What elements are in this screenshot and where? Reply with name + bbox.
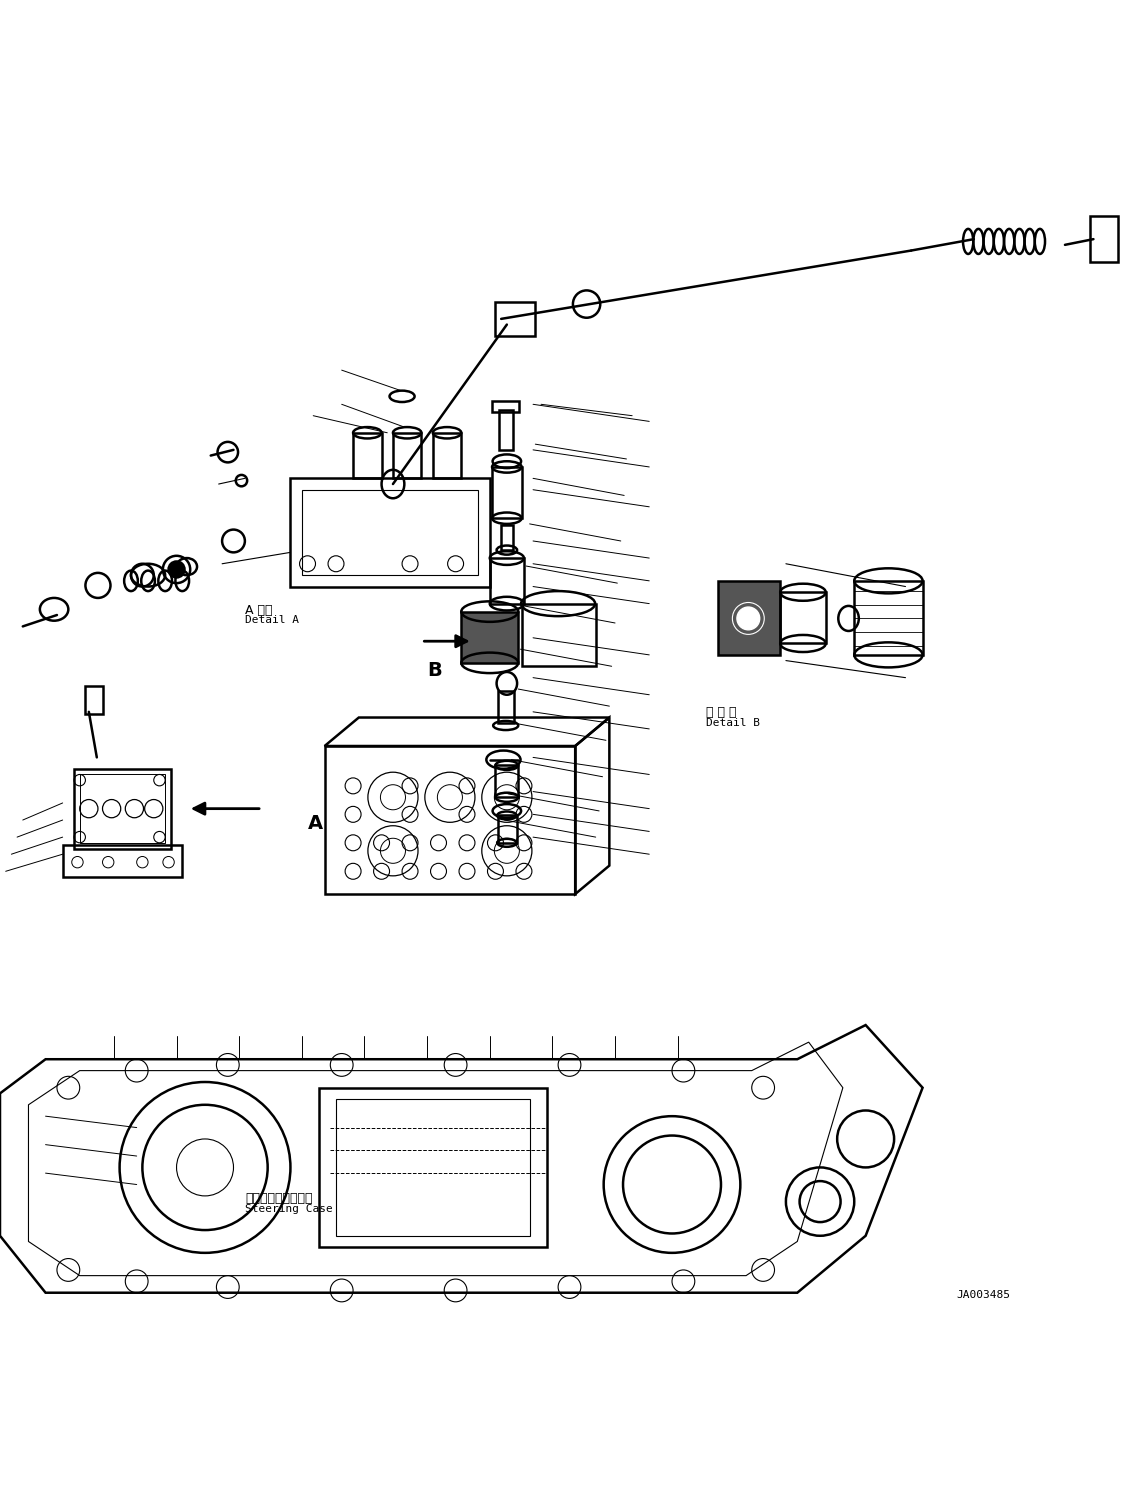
- Bar: [319, 1088, 547, 1247]
- Text: Detail A: Detail A: [245, 615, 298, 625]
- Text: 日 詳 細: 日 詳 細: [706, 706, 737, 719]
- Text: Detail B: Detail B: [706, 718, 760, 728]
- Bar: [522, 604, 596, 667]
- Text: A: A: [308, 815, 322, 834]
- Bar: [393, 433, 421, 479]
- Circle shape: [169, 561, 185, 577]
- Bar: [85, 686, 103, 715]
- Text: B: B: [427, 661, 442, 679]
- Bar: [490, 558, 524, 604]
- Bar: [854, 580, 923, 655]
- Bar: [302, 489, 478, 574]
- Text: A 詳細: A 詳細: [245, 604, 272, 616]
- Circle shape: [737, 607, 760, 630]
- Bar: [495, 765, 518, 797]
- Bar: [290, 479, 490, 586]
- Bar: [336, 1100, 530, 1235]
- Bar: [80, 774, 165, 843]
- Polygon shape: [718, 580, 780, 655]
- Text: Steering Case: Steering Case: [245, 1204, 333, 1214]
- Bar: [74, 768, 171, 849]
- Bar: [492, 467, 522, 518]
- Text: ステアリングケース: ステアリングケース: [245, 1192, 312, 1206]
- Text: JA003485: JA003485: [957, 1291, 1010, 1301]
- Circle shape: [732, 603, 764, 634]
- Bar: [433, 433, 461, 479]
- Bar: [501, 525, 513, 551]
- Bar: [495, 301, 535, 336]
- Bar: [492, 401, 519, 412]
- Bar: [353, 433, 382, 479]
- Bar: [780, 592, 826, 643]
- Bar: [499, 410, 513, 451]
- Bar: [1090, 216, 1118, 263]
- Bar: [498, 691, 514, 724]
- Bar: [498, 816, 517, 843]
- Bar: [63, 844, 182, 877]
- Bar: [461, 612, 518, 662]
